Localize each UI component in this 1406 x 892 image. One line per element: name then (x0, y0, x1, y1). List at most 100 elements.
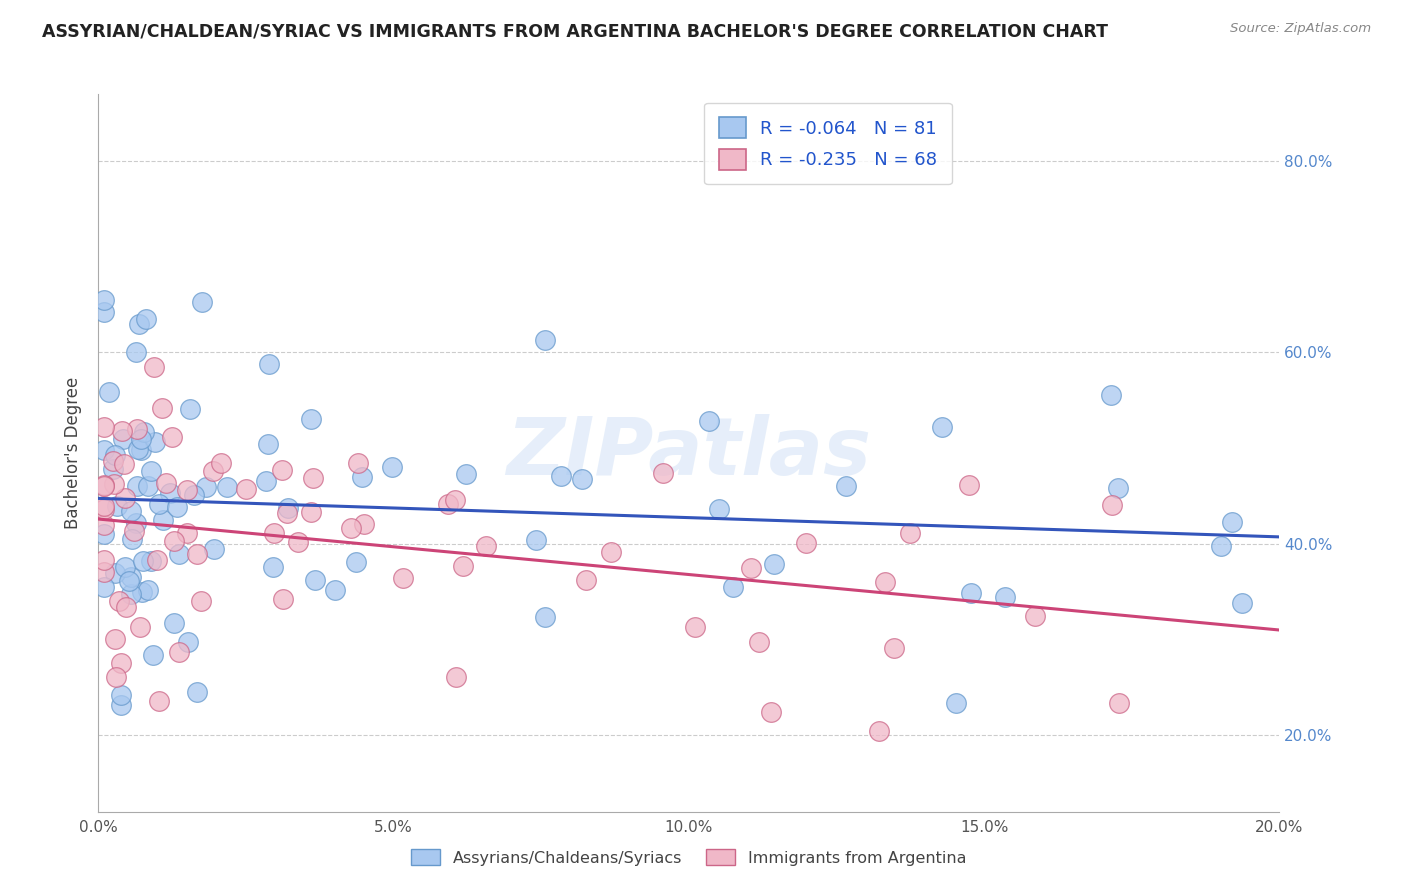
Point (139, 464, 162, 478)
Point (93, 566, 115, 580)
Point (299, 505, 322, 519)
Point (257, 437, 280, 451)
Point (110, 656, 132, 670)
Point (114, 491, 136, 505)
Point (957, 478, 980, 492)
Point (183, 488, 205, 502)
Point (1220, 515, 1243, 529)
Point (148, 693, 170, 707)
Point (135, 312, 157, 326)
Point (444, 670, 467, 684)
Point (118, 574, 141, 588)
Point (163, 534, 186, 549)
Point (132, 553, 155, 567)
Point (1232, 596, 1254, 610)
Point (437, 497, 460, 511)
Point (1108, 697, 1130, 711)
Point (104, 671, 127, 685)
Point (101, 462, 124, 476)
Point (868, 723, 890, 738)
Point (103, 476, 125, 491)
Legend: Assyrians/Chaldeans/Syriacs, Immigrants from Argentina: Assyrians/Chaldeans/Syriacs, Immigrants … (405, 843, 973, 872)
Point (571, 472, 593, 486)
Point (134, 425, 156, 439)
Point (142, 648, 165, 663)
Point (276, 507, 298, 521)
Point (651, 466, 673, 480)
Point (443, 492, 465, 507)
Point (235, 482, 257, 496)
Point (136, 583, 159, 598)
Point (959, 586, 981, 600)
Point (346, 456, 368, 470)
Point (277, 501, 299, 516)
Point (93, 553, 115, 567)
Point (271, 592, 294, 607)
Point (93, 527, 115, 541)
Point (575, 573, 598, 587)
Point (898, 525, 921, 540)
Point (111, 433, 134, 447)
Point (120, 587, 142, 601)
Point (456, 467, 478, 482)
Point (104, 566, 127, 580)
Point (794, 536, 817, 550)
Point (101, 454, 124, 468)
Point (1209, 539, 1232, 553)
Point (721, 580, 744, 594)
Point (835, 479, 858, 493)
Point (299, 412, 322, 426)
Point (1101, 499, 1123, 513)
Point (160, 430, 183, 444)
Point (114, 560, 136, 574)
Point (257, 357, 280, 371)
Point (323, 582, 346, 597)
Point (759, 705, 782, 719)
Point (994, 590, 1017, 604)
Point (191, 295, 214, 310)
Point (524, 533, 547, 547)
Point (97, 384, 120, 399)
Point (167, 547, 190, 561)
Point (152, 513, 174, 527)
Point (883, 641, 905, 656)
Point (127, 478, 149, 492)
Point (600, 544, 623, 558)
Point (186, 547, 208, 561)
Point (93, 502, 115, 516)
Point (340, 521, 363, 535)
Point (381, 459, 404, 474)
Point (143, 435, 166, 450)
Point (148, 497, 170, 511)
Point (166, 500, 188, 514)
Point (202, 541, 225, 556)
Point (104, 448, 127, 462)
Point (176, 483, 198, 498)
Point (353, 516, 375, 531)
Point (169, 645, 191, 659)
Point (142, 359, 165, 374)
Point (707, 502, 730, 516)
Point (93, 517, 115, 532)
Point (128, 317, 150, 331)
Point (105, 500, 128, 514)
Point (287, 535, 309, 549)
Point (209, 456, 232, 470)
Point (931, 420, 953, 434)
Point (129, 442, 152, 457)
Point (263, 525, 285, 540)
Point (350, 470, 373, 484)
Point (176, 526, 198, 541)
Text: Source: ZipAtlas.com: Source: ZipAtlas.com (1230, 22, 1371, 36)
Point (110, 688, 132, 702)
Point (93, 420, 115, 434)
Point (125, 345, 148, 359)
Y-axis label: Bachelor's Degree: Bachelor's Degree (65, 376, 83, 529)
Point (115, 600, 138, 615)
Point (683, 620, 706, 634)
Point (93, 305, 115, 319)
Point (155, 476, 177, 491)
Point (104, 632, 127, 646)
Text: ZIPatlas: ZIPatlas (506, 414, 872, 491)
Point (93, 293, 115, 308)
